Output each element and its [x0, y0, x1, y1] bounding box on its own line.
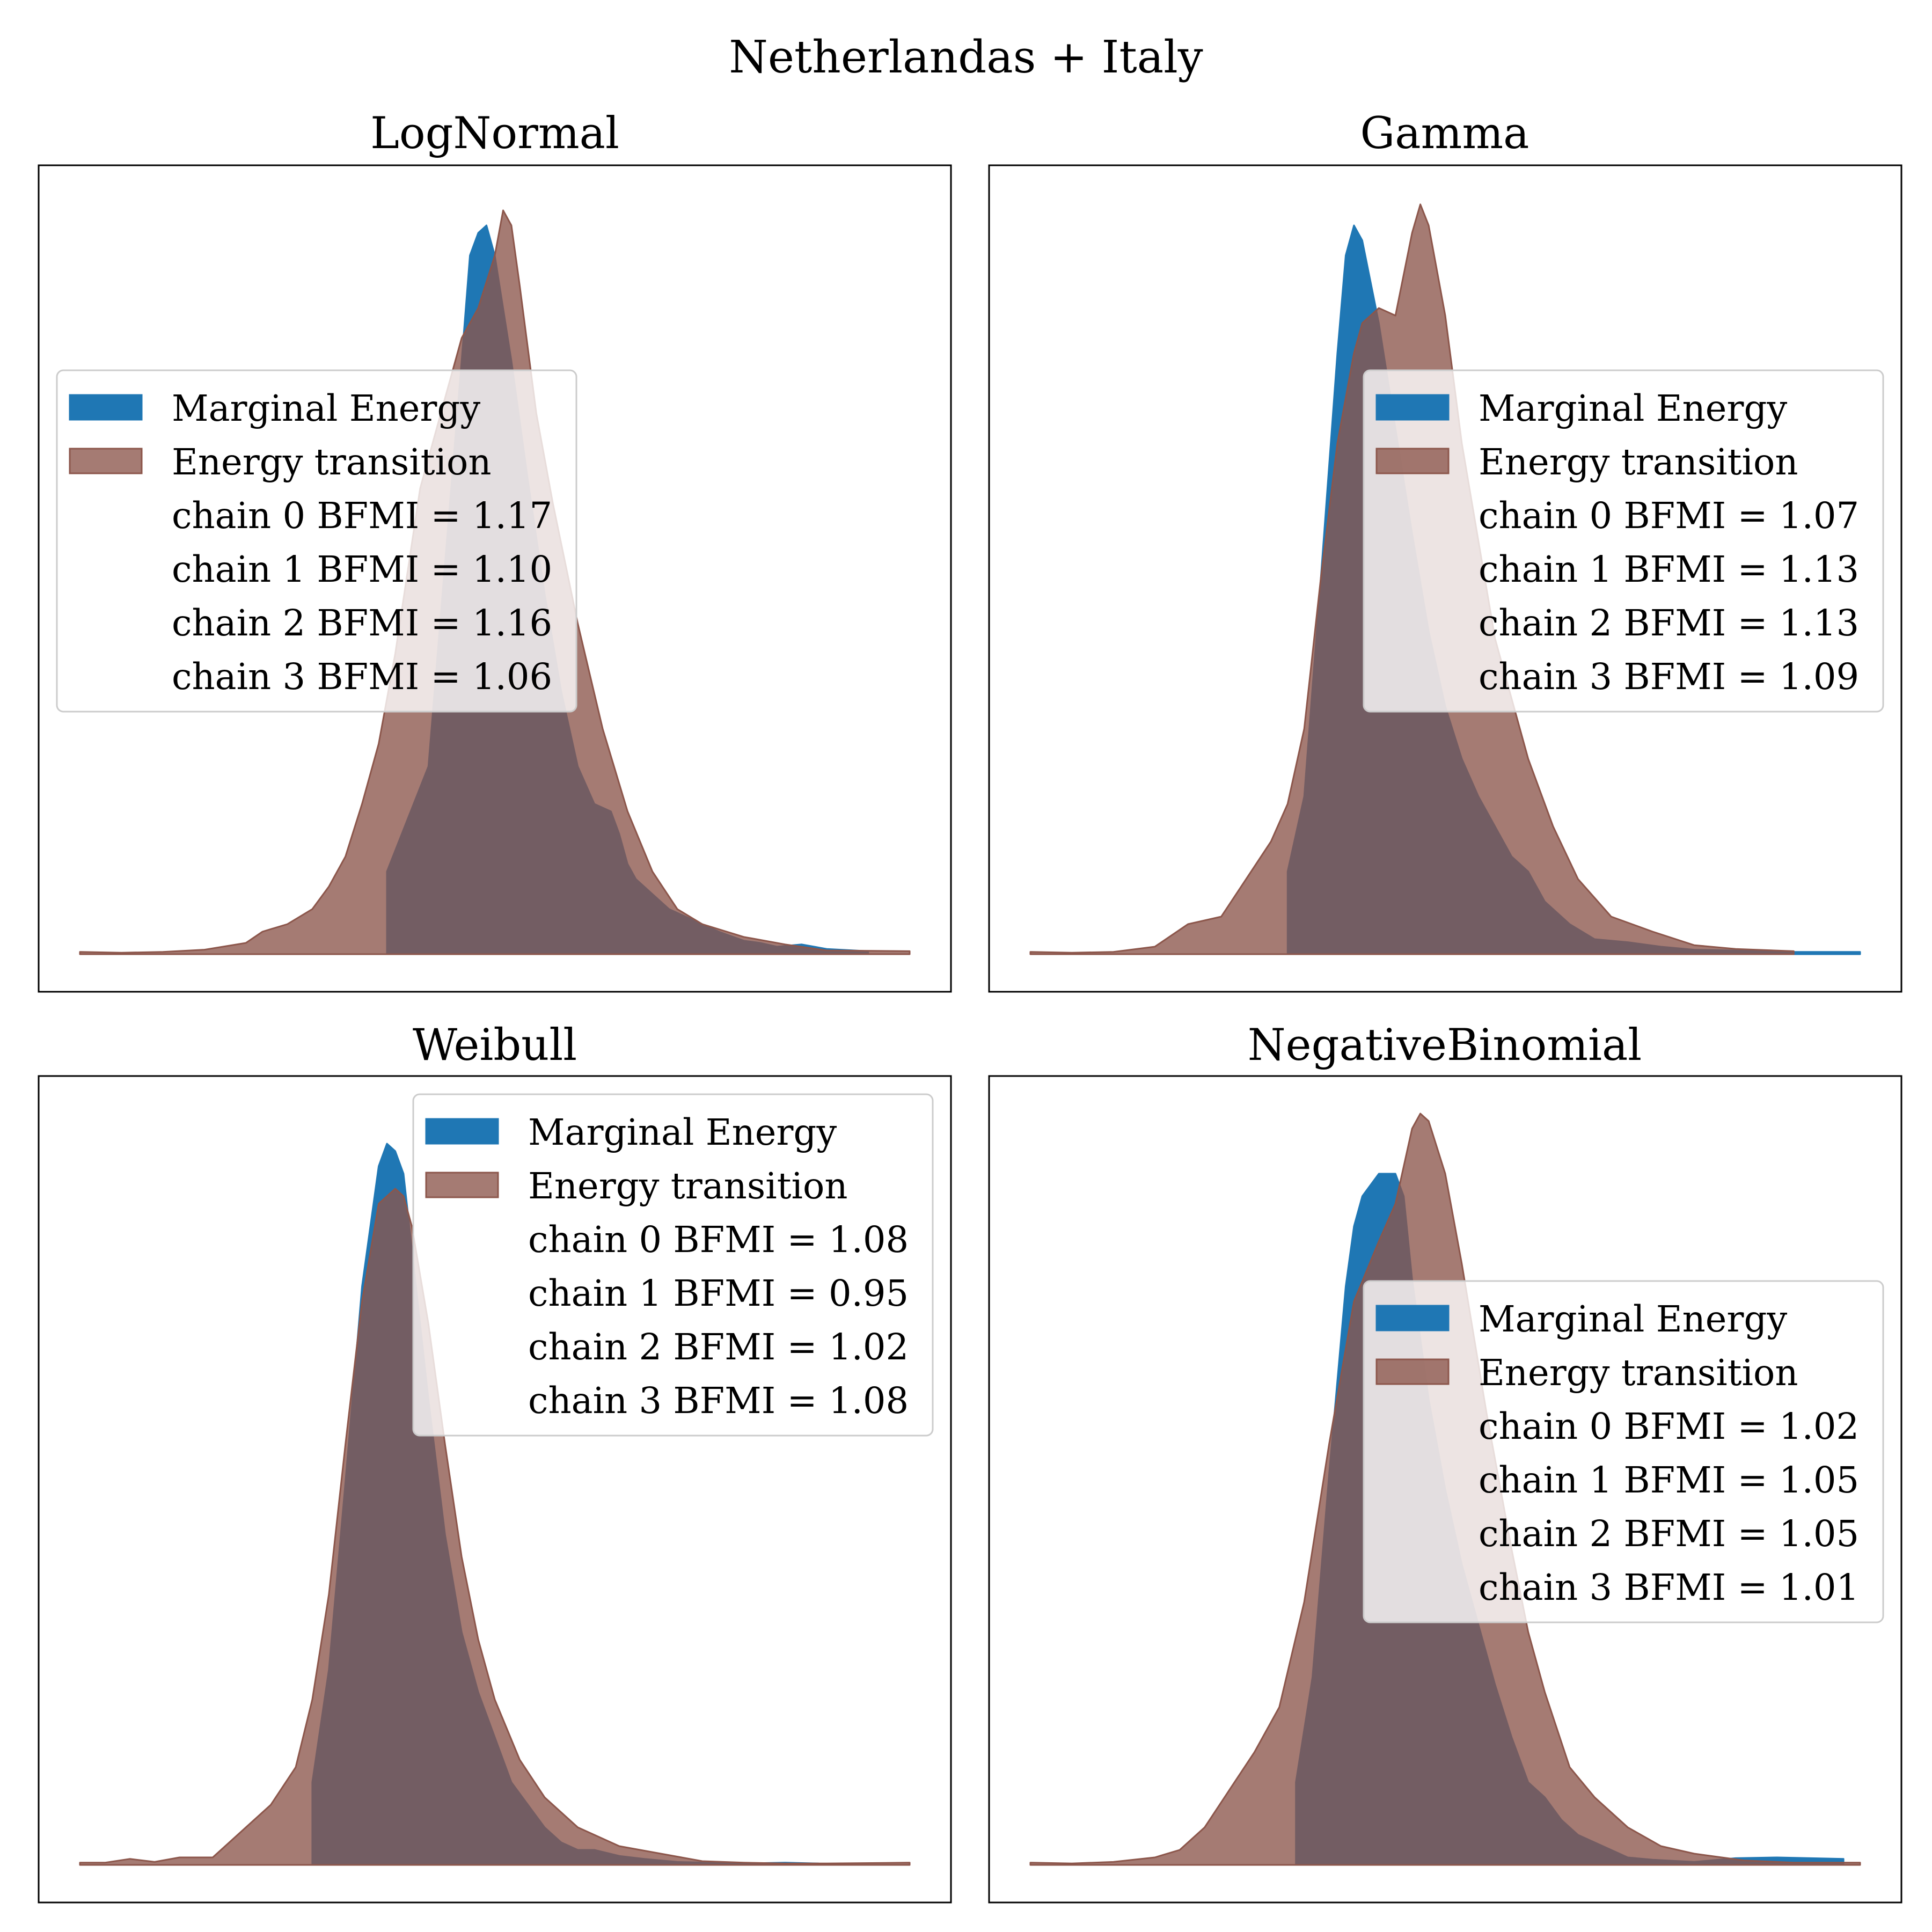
legend-entry: chain 0 BFMI = 1.07 — [1479, 495, 1859, 537]
panel-negativebinomial: NegativeBinomial Marginal Energy Energy t… — [988, 1020, 1902, 1904]
legend-entry: Marginal Energy — [528, 1111, 837, 1153]
axes-frame — [988, 164, 1902, 993]
legend-swatch-energy-transition — [425, 1172, 499, 1198]
energy-transition-area — [79, 1188, 911, 1866]
legend-entry: chain 3 BFMI = 1.09 — [1479, 656, 1859, 698]
legend-entry: chain 0 BFMI = 1.17 — [172, 495, 552, 537]
legend-swatch-marginal-energy — [1375, 394, 1450, 421]
legend-entry: chain 0 BFMI = 1.08 — [528, 1219, 909, 1261]
legend-box — [56, 369, 577, 713]
legend-entry: chain 1 BFMI = 0.95 — [528, 1272, 909, 1314]
legend-entry: chain 2 BFMI = 1.05 — [1479, 1513, 1859, 1555]
legend-entry: chain 2 BFMI = 1.02 — [528, 1326, 909, 1368]
legend-swatch-marginal-energy — [1375, 1305, 1450, 1331]
legend-entry: chain 1 BFMI = 1.10 — [172, 548, 552, 590]
legend-entry: Marginal Energy — [1479, 387, 1787, 429]
legend: Marginal Energy Energy transition chain 0 … — [1363, 369, 1884, 713]
axes-frame — [38, 1075, 952, 1904]
legend-entry: chain 2 BFMI = 1.13 — [1479, 602, 1859, 644]
panel-title: NegativeBinomial — [1248, 1020, 1642, 1071]
legend-entry: Energy transition — [172, 441, 491, 483]
legend: Marginal Energy Energy transition chain 0 … — [1363, 1280, 1884, 1623]
axes-frame — [38, 164, 952, 993]
figure-title: Netherlandas + Italy — [729, 31, 1203, 83]
legend-swatch-energy-transition — [1375, 448, 1450, 474]
panel-title: Weibull — [413, 1020, 577, 1071]
panel-gamma: Gamma Marginal Energy Energy transition ch… — [988, 108, 1902, 993]
legend: Marginal Energy Energy transition chain 0 … — [56, 369, 577, 713]
legend-box — [1363, 1280, 1884, 1623]
panel-lognormal: LogNormal Marginal Energy Energy transiti… — [38, 108, 952, 993]
legend-box — [1363, 369, 1884, 713]
legend-entry: chain 1 BFMI = 1.13 — [1479, 548, 1859, 590]
legend-entry: chain 2 BFMI = 1.16 — [172, 602, 552, 644]
legend-swatch-energy-transition — [69, 448, 143, 474]
legend-entry: chain 1 BFMI = 1.05 — [1479, 1459, 1859, 1501]
legend-entry: Marginal Energy — [1479, 1298, 1787, 1340]
legend-entry: Energy transition — [528, 1165, 847, 1207]
panel-weibull: Weibull Marginal Energy Energy transition… — [38, 1020, 952, 1904]
legend-entry: Energy transition — [1479, 1352, 1798, 1394]
legend-swatch-marginal-energy — [425, 1118, 499, 1145]
legend-entry: chain 3 BFMI = 1.08 — [528, 1380, 909, 1422]
legend: Marginal Energy Energy transition chain 0 … — [412, 1093, 934, 1437]
legend-entry: Energy transition — [1479, 441, 1798, 483]
legend-box — [412, 1093, 934, 1437]
legend-entry: chain 0 BFMI = 1.02 — [1479, 1406, 1859, 1447]
legend-swatch-marginal-energy — [69, 394, 143, 421]
legend-swatch-energy-transition — [1375, 1358, 1450, 1385]
panel-title: Gamma — [1360, 108, 1529, 159]
axes-frame — [988, 1075, 1902, 1904]
legend-entry: Marginal Energy — [172, 387, 480, 429]
panel-title: LogNormal — [370, 108, 619, 159]
legend-entry: chain 3 BFMI = 1.06 — [172, 656, 552, 698]
legend-entry: chain 3 BFMI = 1.01 — [1479, 1567, 1859, 1608]
